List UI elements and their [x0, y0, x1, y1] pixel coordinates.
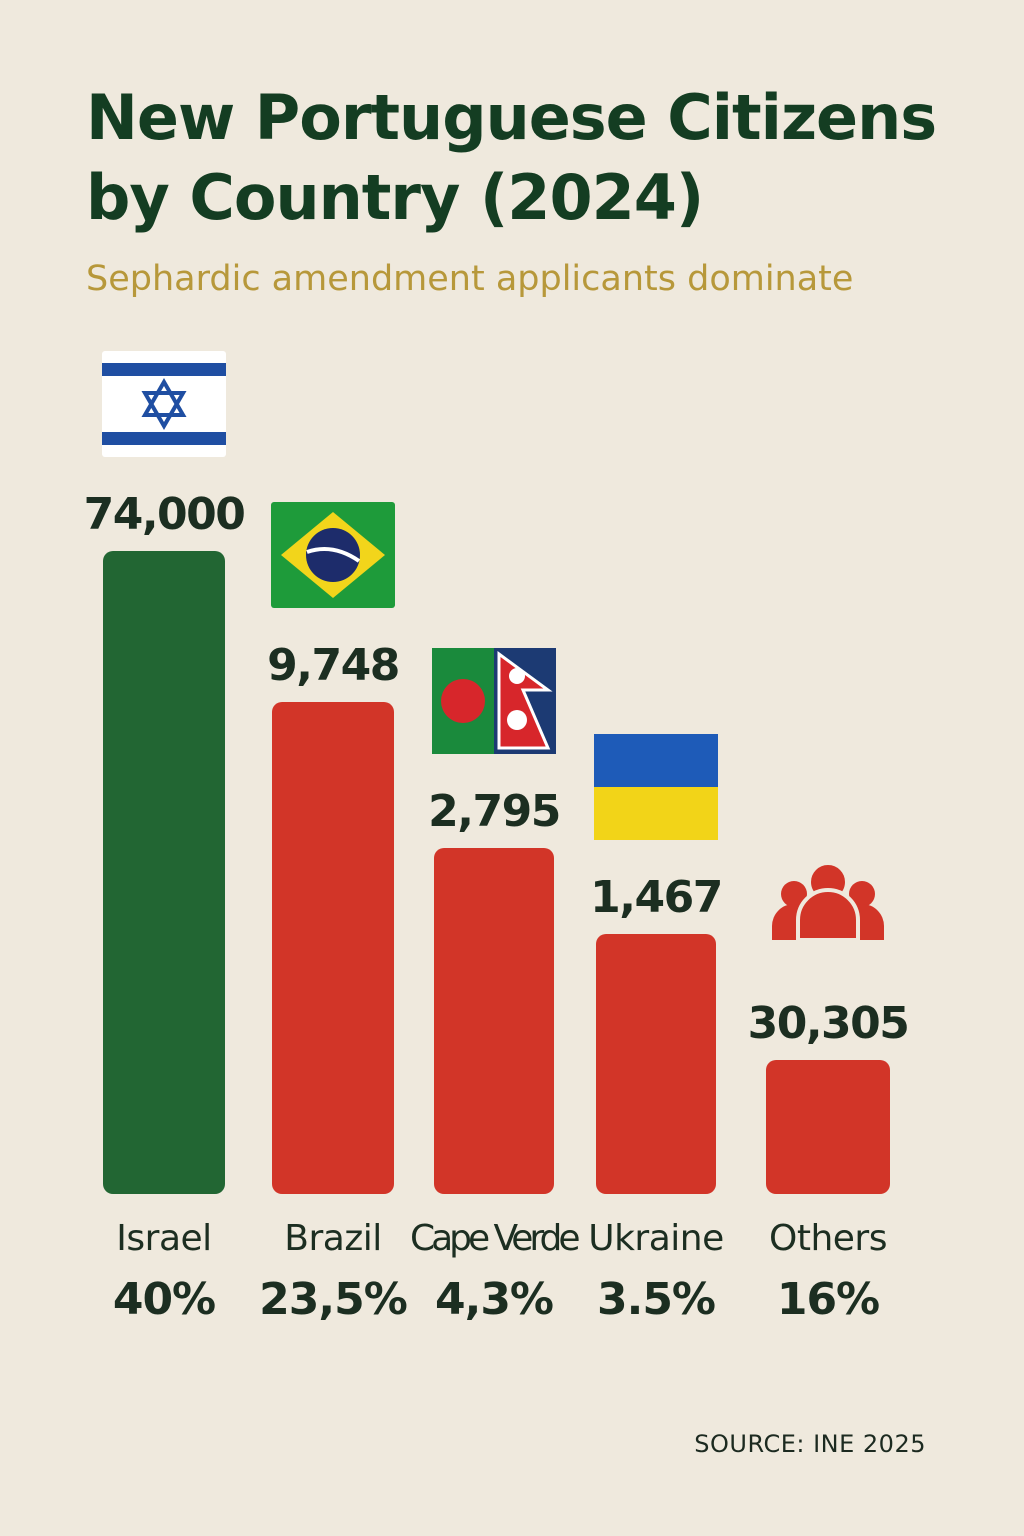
category-label: Cape Verde	[410, 1218, 579, 1259]
bar-others	[766, 1060, 890, 1194]
category-label: Others	[769, 1218, 887, 1259]
percent-label: 23,5%	[259, 1274, 407, 1325]
chart-subtitle: Sephardic amendment applicants dominate	[86, 259, 854, 299]
bar-israel	[103, 551, 225, 1194]
bangladesh-nepal-flag-icon	[432, 648, 556, 754]
category-label: Brazil	[284, 1218, 381, 1259]
percent-label: 4,3%	[435, 1274, 553, 1325]
israel-flag-icon	[102, 351, 226, 457]
category-label: Ukraine	[588, 1218, 724, 1259]
people-group-icon	[772, 861, 884, 942]
brazil-flag-icon	[271, 502, 395, 608]
bar-brazil	[272, 702, 394, 1194]
value-label: 2,795	[428, 786, 560, 837]
value-label: 1,467	[590, 872, 722, 923]
source-note: SOURCE: INE 2025	[694, 1430, 926, 1458]
percent-label: 40%	[113, 1274, 215, 1325]
category-label: Israel	[116, 1218, 211, 1259]
bar-ukraine	[596, 934, 716, 1194]
ukraine-flag-icon	[594, 734, 718, 840]
value-label: 9,748	[267, 640, 399, 691]
chart-title: New Portuguese Citizens by Country (2024…	[86, 81, 937, 234]
value-label: 74,000	[84, 489, 245, 540]
value-label: 30,305	[748, 998, 909, 1049]
percent-label: 3.5%	[597, 1274, 715, 1325]
percent-label: 16%	[777, 1274, 879, 1325]
bar-cape-verde	[434, 848, 554, 1194]
